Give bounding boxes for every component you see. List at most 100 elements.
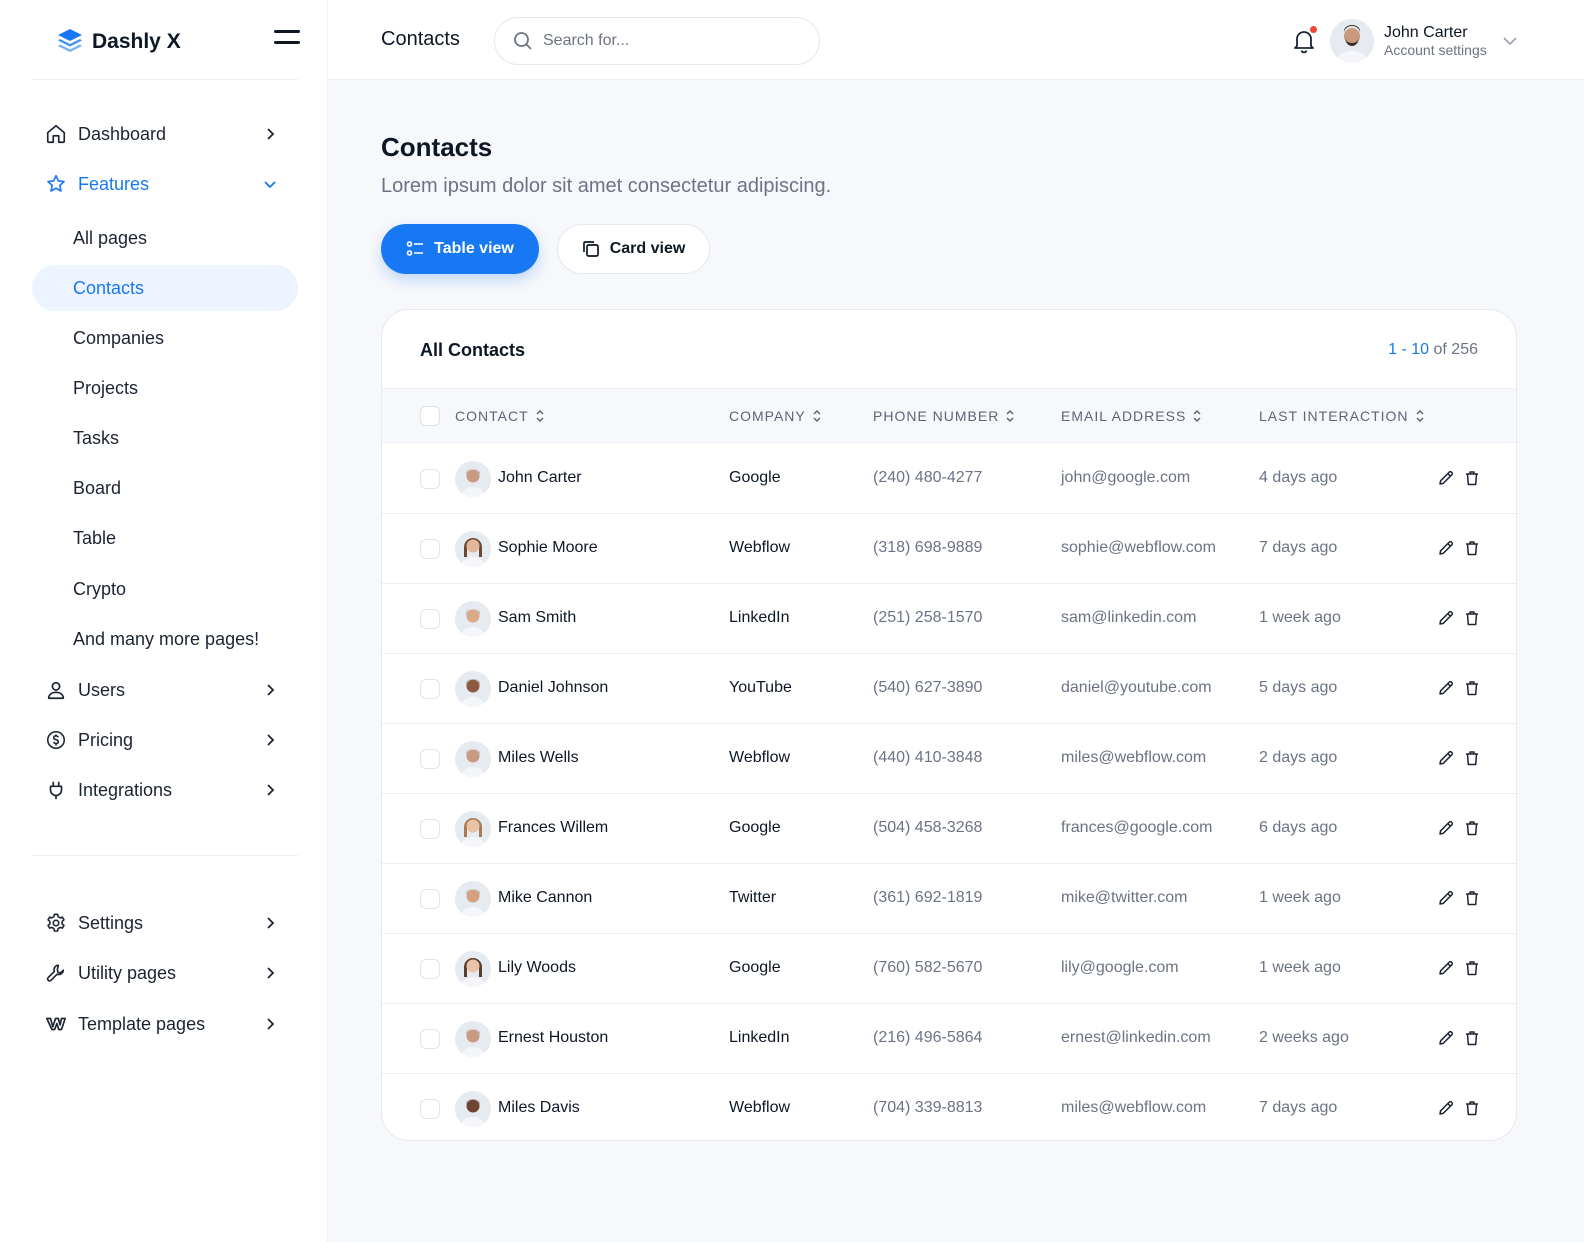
sidebar-item-utility-pages[interactable]: Utility pages	[32, 950, 298, 996]
trash-icon[interactable]	[1463, 819, 1481, 837]
sidebar-subitem-projects[interactable]: Projects	[32, 365, 298, 411]
edit-icon[interactable]	[1437, 819, 1455, 837]
phone-number: (361) 692-1819	[873, 889, 983, 906]
sidebar-subitem-more-pages[interactable]: And many more pages!	[32, 616, 298, 662]
sort-icon	[813, 409, 821, 423]
edit-icon[interactable]	[1437, 889, 1455, 907]
column-header-contact[interactable]: CONTACT	[455, 408, 545, 424]
avatar	[455, 881, 491, 917]
sidebar-item-pricing[interactable]: Pricing	[32, 717, 298, 763]
sidebar-subitem-label: Contacts	[73, 277, 145, 298]
edit-icon[interactable]	[1437, 539, 1455, 557]
table-row: John Carter Google (240) 480-4277 john@g…	[382, 444, 1516, 514]
account-settings-link[interactable]: Account settings	[1384, 42, 1487, 59]
contact-name[interactable]: Ernest Houston	[498, 1029, 609, 1046]
table-row: Daniel Johnson YouTube (540) 627-3890 da…	[382, 654, 1516, 724]
contacts-table-card: All Contacts 1 - 10 of 256 CONTACT COMPA…	[381, 309, 1517, 1141]
email-address[interactable]: sophie@webflow.com	[1061, 539, 1216, 556]
row-checkbox[interactable]	[420, 469, 440, 489]
company-name: Google	[729, 959, 781, 976]
email-address[interactable]: miles@webflow.com	[1061, 749, 1207, 766]
column-header-last-interaction[interactable]: LAST INTERACTION	[1259, 408, 1425, 424]
edit-icon[interactable]	[1437, 749, 1455, 767]
trash-icon[interactable]	[1463, 679, 1481, 697]
trash-icon[interactable]	[1463, 609, 1481, 627]
chevron-right-icon	[267, 128, 275, 140]
company-name: YouTube	[729, 679, 792, 696]
edit-icon[interactable]	[1437, 1029, 1455, 1047]
edit-icon[interactable]	[1437, 469, 1455, 487]
sidebar-subitem-tasks[interactable]: Tasks	[32, 415, 298, 461]
email-address[interactable]: miles@webflow.com	[1061, 1099, 1207, 1116]
trash-icon[interactable]	[1463, 1099, 1481, 1117]
trash-icon[interactable]	[1463, 749, 1481, 767]
menu-toggle-icon[interactable]	[274, 30, 300, 52]
sidebar-subitem-crypto[interactable]: Crypto	[32, 566, 298, 612]
sidebar-item-template-pages[interactable]: Template pages	[32, 1001, 298, 1047]
search-box[interactable]	[494, 17, 820, 65]
contact-name[interactable]: Sophie Moore	[498, 539, 598, 556]
row-checkbox[interactable]	[420, 749, 440, 769]
row-checkbox[interactable]	[420, 819, 440, 839]
table-view-button[interactable]: Table view	[381, 224, 539, 274]
row-checkbox[interactable]	[420, 539, 440, 559]
email-address[interactable]: mike@twitter.com	[1061, 889, 1188, 906]
contact-name[interactable]: Daniel Johnson	[498, 679, 609, 696]
row-checkbox[interactable]	[420, 609, 440, 629]
sidebar-item-users[interactable]: Users	[32, 667, 298, 713]
trash-icon[interactable]	[1463, 1029, 1481, 1047]
sidebar-item-integrations[interactable]: Integrations	[32, 767, 298, 813]
contact-name[interactable]: Frances Willem	[498, 819, 609, 836]
contact-name[interactable]: Sam Smith	[498, 609, 577, 626]
edit-icon[interactable]	[1437, 1099, 1455, 1117]
sidebar-subitem-board[interactable]: Board	[32, 465, 298, 511]
user-menu[interactable]: John Carter Account settings	[1330, 18, 1519, 64]
row-checkbox[interactable]	[420, 679, 440, 699]
trash-icon[interactable]	[1463, 959, 1481, 977]
email-address[interactable]: ernest@linkedin.com	[1061, 1029, 1211, 1046]
edit-icon[interactable]	[1437, 609, 1455, 627]
search-input[interactable]	[543, 32, 803, 50]
card-view-button[interactable]: Card view	[557, 224, 710, 274]
row-checkbox[interactable]	[420, 889, 440, 909]
trash-icon[interactable]	[1463, 889, 1481, 907]
phone-number: (760) 582-5670	[873, 959, 983, 976]
contact-name[interactable]: Miles Davis	[498, 1099, 580, 1116]
email-address[interactable]: john@google.com	[1061, 469, 1191, 486]
email-address[interactable]: frances@google.com	[1061, 819, 1213, 836]
email-address[interactable]: lily@google.com	[1061, 959, 1179, 976]
contact-name[interactable]: Miles Wells	[498, 749, 579, 766]
column-header-label: COMPANY	[729, 408, 806, 424]
trash-icon[interactable]	[1463, 469, 1481, 487]
sidebar-item-features[interactable]: Features	[32, 161, 298, 207]
sidebar-item-dashboard[interactable]: Dashboard	[32, 111, 298, 157]
brand-logo[interactable]: Dashly X	[56, 24, 181, 60]
row-checkbox[interactable]	[420, 1099, 440, 1119]
sidebar-subitem-all-pages[interactable]: All pages	[32, 215, 298, 261]
select-all-checkbox[interactable]	[420, 406, 440, 426]
avatar	[1330, 19, 1374, 63]
row-checkbox[interactable]	[420, 1029, 440, 1049]
sidebar-subitem-table[interactable]: Table	[32, 515, 298, 561]
column-header-email[interactable]: EMAIL ADDRESS	[1061, 408, 1202, 424]
email-address[interactable]: daniel@youtube.com	[1061, 679, 1212, 696]
column-header-company[interactable]: COMPANY	[729, 408, 822, 424]
edit-icon[interactable]	[1437, 959, 1455, 977]
trash-icon[interactable]	[1463, 539, 1481, 557]
email-address[interactable]: sam@linkedin.com	[1061, 609, 1197, 626]
row-checkbox[interactable]	[420, 959, 440, 979]
avatar	[455, 461, 491, 497]
notifications-button[interactable]	[1292, 26, 1318, 54]
contact-name[interactable]: Lily Woods	[498, 959, 576, 976]
contact-name[interactable]: Mike Cannon	[498, 889, 593, 906]
sidebar-item-label: Pricing	[78, 729, 134, 750]
sidebar-subitem-companies[interactable]: Companies	[32, 315, 298, 361]
sidebar-subitem-contacts[interactable]: Contacts	[32, 265, 298, 311]
contact-name[interactable]: John Carter	[498, 469, 582, 486]
sidebar-item-label: Dashboard	[78, 123, 167, 144]
edit-icon[interactable]	[1437, 679, 1455, 697]
sidebar-item-settings[interactable]: Settings	[32, 900, 298, 946]
last-interaction: 5 days ago	[1259, 679, 1338, 696]
sort-icon	[1193, 409, 1201, 423]
column-header-phone[interactable]: PHONE NUMBER	[873, 408, 1015, 424]
